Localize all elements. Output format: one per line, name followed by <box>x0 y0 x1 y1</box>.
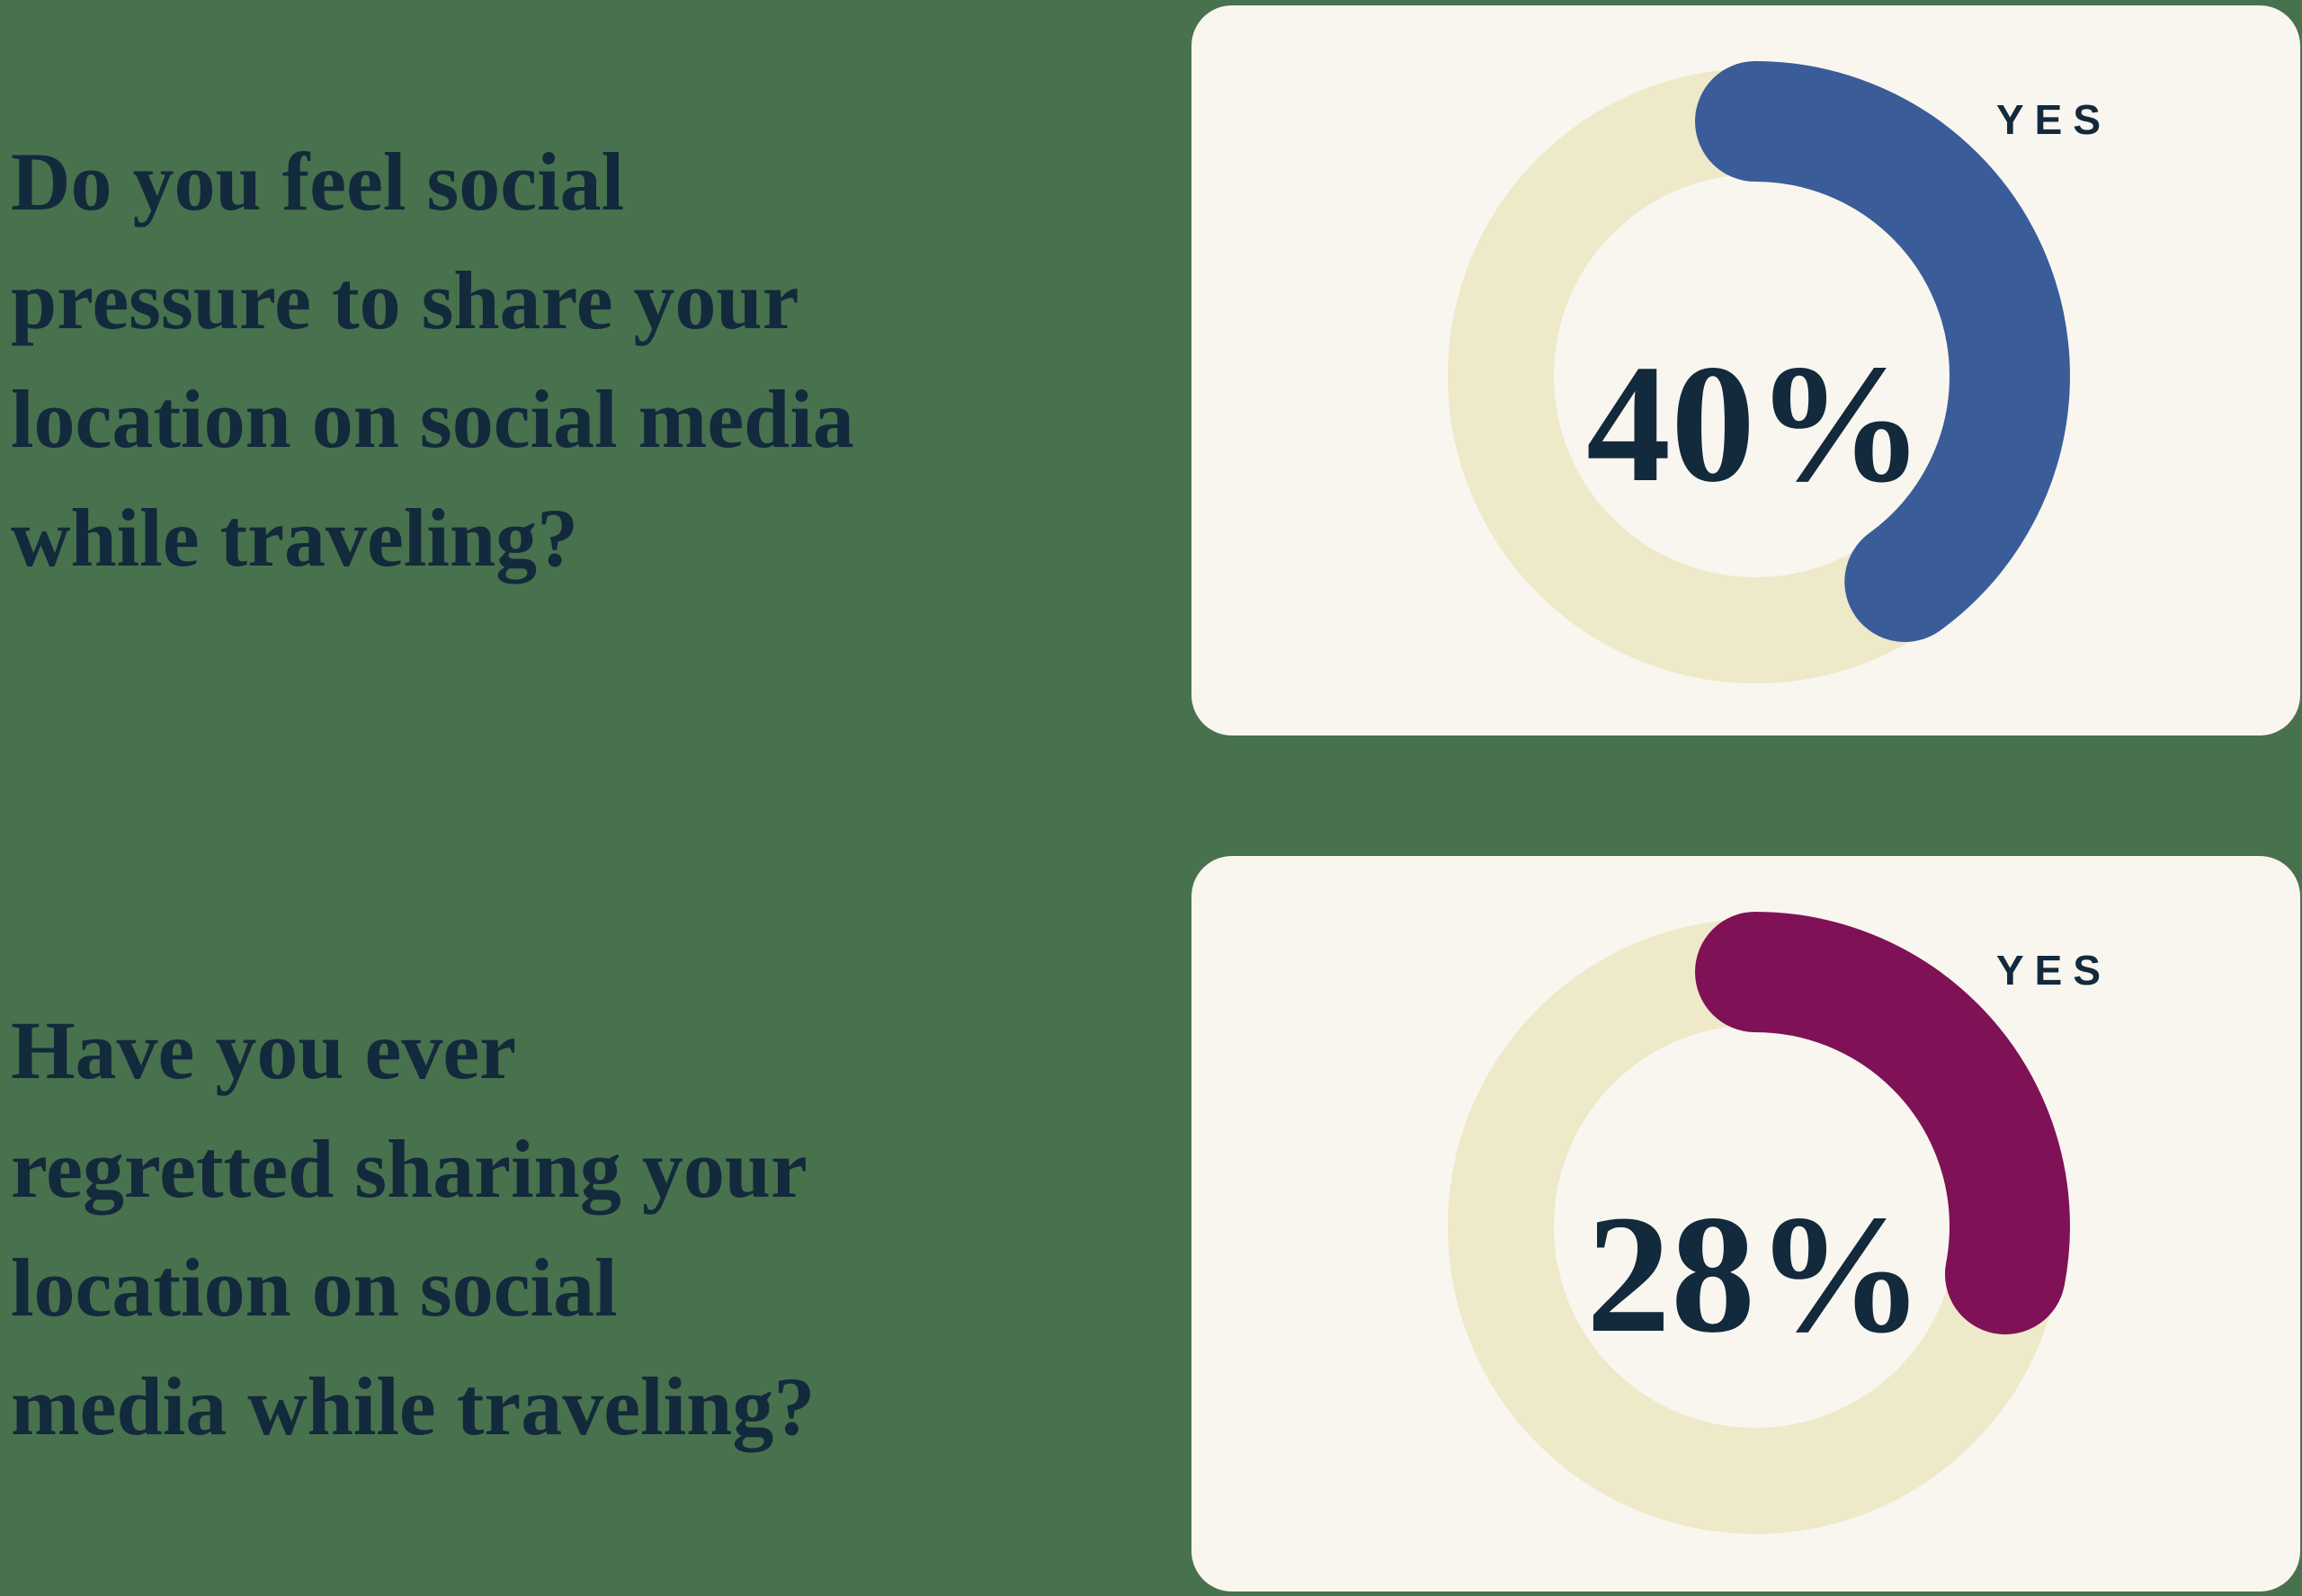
question-line: location on social media <box>11 373 854 465</box>
question-line: location on social <box>11 1242 618 1333</box>
question-line: pressure to share your <box>11 254 799 346</box>
donut-chart-2 <box>1441 912 2070 1541</box>
donut-chart-1 <box>1441 61 2070 691</box>
question-text-1: Do you feel social pressure to share you… <box>11 122 1171 597</box>
question-line: Do you feel social <box>11 136 625 227</box>
stat-card-2: 28% YES <box>1191 856 2300 1592</box>
question-text-2: Have you ever regretted sharing your loc… <box>11 991 1171 1466</box>
question-line: media while traveling? <box>11 1360 816 1452</box>
question-line: while traveling? <box>11 492 579 584</box>
question-line: regretted sharing your <box>11 1123 807 1215</box>
stat-card-1: 40% YES <box>1191 5 2300 736</box>
question-line: Have you ever <box>11 1004 517 1096</box>
donut-progress-arc <box>1441 61 2070 691</box>
yes-label-1: YES <box>1995 96 2111 143</box>
yes-label-2: YES <box>1995 947 2111 994</box>
donut-progress-arc <box>1441 912 2070 1541</box>
